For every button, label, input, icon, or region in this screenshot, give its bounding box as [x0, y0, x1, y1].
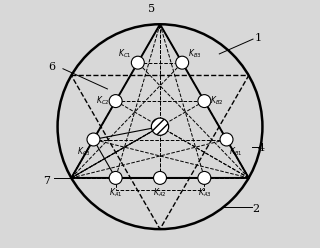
- Text: 6: 6: [49, 62, 56, 72]
- Text: $K_{B3}$: $K_{B3}$: [188, 47, 202, 60]
- Circle shape: [154, 171, 166, 184]
- Text: 2: 2: [252, 204, 259, 214]
- Text: $K_{B2}$: $K_{B2}$: [210, 95, 224, 107]
- Circle shape: [176, 56, 189, 69]
- Text: 7: 7: [43, 176, 50, 186]
- Text: $K_{A2}$: $K_{A2}$: [153, 187, 167, 199]
- Circle shape: [109, 171, 122, 184]
- Text: 1: 1: [255, 33, 262, 43]
- Text: $K_{B1}$: $K_{B1}$: [229, 145, 243, 158]
- Text: $K_{A3}$: $K_{A3}$: [197, 187, 211, 199]
- Text: $K_{C1}$: $K_{C1}$: [118, 47, 132, 60]
- Circle shape: [198, 95, 211, 108]
- Text: $K_{C2}$: $K_{C2}$: [96, 95, 110, 107]
- Circle shape: [198, 171, 211, 184]
- Text: 5: 5: [148, 4, 156, 14]
- Text: $K_{C3}$: $K_{C3}$: [77, 145, 91, 158]
- Text: 4: 4: [258, 143, 265, 153]
- Circle shape: [220, 133, 233, 146]
- Circle shape: [109, 95, 122, 108]
- Circle shape: [131, 56, 144, 69]
- Text: $K_{A1}$: $K_{A1}$: [109, 187, 123, 199]
- Circle shape: [87, 133, 100, 146]
- Circle shape: [151, 118, 169, 135]
